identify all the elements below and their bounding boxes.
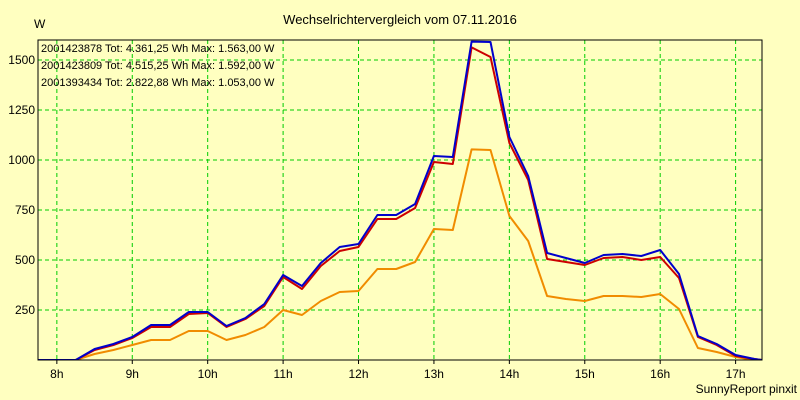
series-line-2001393434 bbox=[38, 148, 762, 360]
y-tick-label-1000: 1000 bbox=[8, 153, 35, 167]
x-tick-label-9: 9h bbox=[126, 367, 139, 381]
x-tick-label-13: 13h bbox=[424, 367, 444, 381]
x-tick-label-8: 8h bbox=[50, 367, 63, 381]
y-axis-ticks: 250 500 750 1000 1250 1500 bbox=[8, 53, 35, 317]
x-tick-label-10: 10h bbox=[198, 367, 218, 381]
y-tick-label-1500: 1500 bbox=[8, 53, 35, 67]
legend-entry-2001423809: 2001423809 Tot: 4.515,25 Wh Max: 1.592,0… bbox=[41, 60, 275, 72]
footer-credit: SunnyReport pinxit bbox=[696, 382, 798, 396]
y-tick-label-750: 750 bbox=[15, 203, 35, 217]
plot-frame bbox=[37, 39, 763, 361]
x-tick-label-14: 14h bbox=[499, 367, 519, 381]
chart-title: Wechselrichtervergleich vom 07.11.2016 bbox=[283, 12, 517, 27]
x-tick-label-16: 16h bbox=[650, 367, 670, 381]
legend-entry-2001393434: 2001393434 Tot: 2.822,88 Wh Max: 1.053,0… bbox=[41, 77, 275, 89]
series-line-2001423878 bbox=[38, 46, 762, 360]
x-tick-label-17: 17h bbox=[726, 367, 746, 381]
x-tick-label-15: 15h bbox=[575, 367, 595, 381]
y-tick-label-500: 500 bbox=[15, 253, 35, 267]
legend: 2001423878 Tot: 4.361,25 Wh Max: 1.563,0… bbox=[41, 43, 275, 89]
series-lines bbox=[38, 40, 762, 360]
x-axis-ticks: 8h 9h 10h 11h 12h 13h 14h 15h 16h 17h bbox=[50, 360, 746, 381]
y-tick-label-250: 250 bbox=[15, 303, 35, 317]
series-line-2001423809 bbox=[38, 40, 762, 360]
x-tick-label-12: 12h bbox=[349, 367, 369, 381]
x-tick-label-11: 11h bbox=[274, 367, 293, 381]
legend-entry-2001423878: 2001423878 Tot: 4.361,25 Wh Max: 1.563,0… bbox=[41, 43, 275, 55]
y-tick-label-1250: 1250 bbox=[8, 103, 35, 117]
y-axis-unit-label: W bbox=[34, 17, 46, 31]
